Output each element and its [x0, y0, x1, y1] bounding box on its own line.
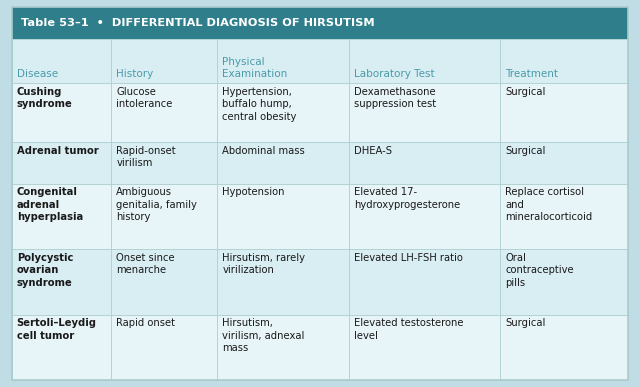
Text: Surgical: Surgical [505, 146, 545, 156]
Bar [500, 183, 628, 249]
Text: Onset since
menarche: Onset since menarche [116, 253, 175, 275]
Bar [500, 249, 628, 315]
Bar [217, 249, 349, 315]
Text: Replace cortisol
and
mineralocorticoid: Replace cortisol and mineralocorticoid [505, 187, 592, 222]
Bar [111, 183, 217, 249]
Text: Surgical: Surgical [505, 319, 545, 329]
Bar [111, 249, 217, 315]
Bar [217, 315, 349, 380]
Bar [12, 39, 111, 83]
Bar [217, 183, 349, 249]
Bar [500, 39, 628, 83]
Bar [349, 142, 500, 183]
Bar [12, 7, 628, 39]
Text: Hypertension,
buffalo hump,
central obesity: Hypertension, buffalo hump, central obes… [222, 87, 297, 122]
Bar [349, 315, 500, 380]
Text: History: History [116, 69, 154, 79]
Text: Ambiguous
genitalia, family
history: Ambiguous genitalia, family history [116, 187, 197, 222]
Bar [12, 83, 111, 142]
Bar [12, 249, 111, 315]
Bar [349, 249, 500, 315]
Text: Cushing
syndrome: Cushing syndrome [17, 87, 72, 110]
Text: Adrenal tumor: Adrenal tumor [17, 146, 99, 156]
Bar [111, 39, 217, 83]
Bar [217, 142, 349, 183]
Text: Hirsutism, rarely
virilization: Hirsutism, rarely virilization [222, 253, 305, 275]
Bar [217, 83, 349, 142]
Text: Treatment: Treatment [505, 69, 558, 79]
Bar [500, 315, 628, 380]
Bar [111, 142, 217, 183]
Text: Polycystic
ovarian
syndrome: Polycystic ovarian syndrome [17, 253, 73, 288]
Text: Dexamethasone
suppression test: Dexamethasone suppression test [354, 87, 436, 110]
Text: Disease: Disease [17, 69, 58, 79]
Text: Rapid-onset
virilism: Rapid-onset virilism [116, 146, 176, 168]
Text: Surgical: Surgical [505, 87, 545, 97]
Text: Table 53–1  •  DIFFERENTIAL DIAGNOSIS OF HIRSUTISM: Table 53–1 • DIFFERENTIAL DIAGNOSIS OF H… [21, 18, 375, 28]
Text: Rapid onset: Rapid onset [116, 319, 175, 329]
Bar [12, 315, 111, 380]
Text: Physical
Examination: Physical Examination [222, 57, 287, 79]
Text: Congenital
adrenal
hyperplasia: Congenital adrenal hyperplasia [17, 187, 83, 222]
Text: Abdominal mass: Abdominal mass [222, 146, 305, 156]
Bar [500, 142, 628, 183]
Text: DHEA-S: DHEA-S [354, 146, 392, 156]
Text: Oral
contraceptive
pills: Oral contraceptive pills [505, 253, 573, 288]
Text: Elevated LH-FSH ratio: Elevated LH-FSH ratio [354, 253, 463, 263]
Bar [12, 142, 111, 183]
Bar [349, 39, 500, 83]
Text: Elevated testosterone
level: Elevated testosterone level [354, 319, 463, 341]
Text: Glucose
intolerance: Glucose intolerance [116, 87, 173, 110]
Bar [349, 183, 500, 249]
Text: Sertoli–Leydig
cell tumor: Sertoli–Leydig cell tumor [17, 319, 97, 341]
Text: Laboratory Test: Laboratory Test [354, 69, 435, 79]
Bar [349, 83, 500, 142]
Bar [217, 39, 349, 83]
Text: Hypotension: Hypotension [222, 187, 285, 197]
Bar [111, 315, 217, 380]
Text: Hirsutism,
virilism, adnexal
mass: Hirsutism, virilism, adnexal mass [222, 319, 305, 353]
Bar [111, 83, 217, 142]
Bar [12, 183, 111, 249]
Bar [500, 83, 628, 142]
Text: Elevated 17-
hydroxyprogesterone: Elevated 17- hydroxyprogesterone [354, 187, 460, 210]
